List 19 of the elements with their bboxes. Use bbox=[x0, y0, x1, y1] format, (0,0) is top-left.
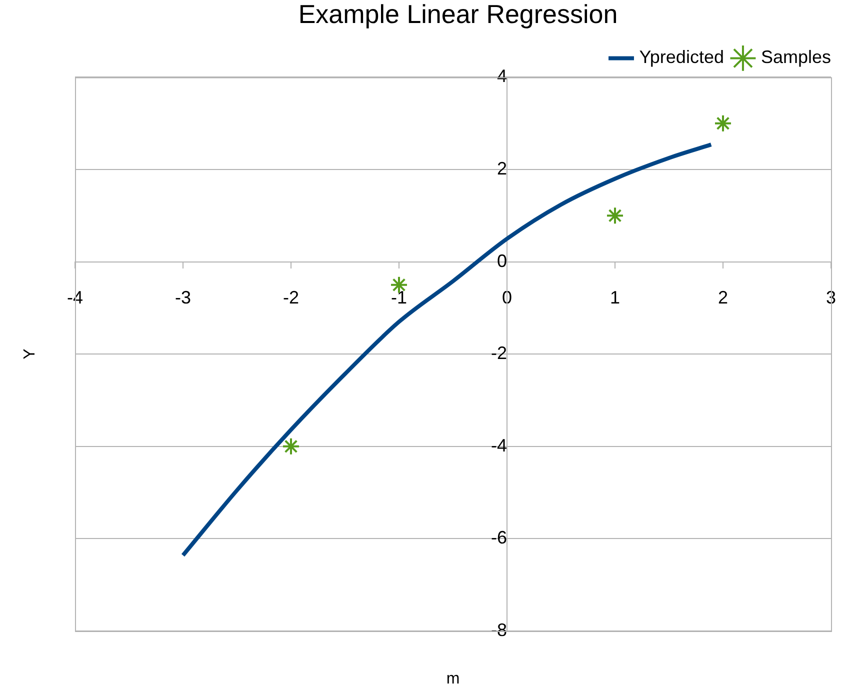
y-tick-label: -2 bbox=[490, 343, 507, 364]
y-tick-label: 0 bbox=[496, 250, 507, 271]
x-axis-title: m bbox=[446, 670, 460, 688]
chart-title: Example Linear Regression bbox=[298, 0, 618, 29]
x-tick-label: 2 bbox=[718, 288, 728, 308]
point bbox=[714, 114, 732, 132]
x-tick-label: 1 bbox=[610, 288, 620, 308]
y-tick-label: -4 bbox=[490, 435, 507, 456]
y-tick-label: 2 bbox=[496, 158, 507, 178]
y-tick-label: 4 bbox=[496, 66, 507, 86]
point bbox=[606, 206, 624, 225]
legend-label: Samples bbox=[760, 47, 831, 68]
y-axis-title: Y bbox=[21, 348, 38, 360]
x-tick-label: -3 bbox=[174, 288, 192, 308]
x-tick-label: -2 bbox=[282, 288, 300, 308]
y-tick-label: -6 bbox=[490, 528, 507, 548]
x-tick-label: -1 bbox=[390, 288, 408, 308]
point bbox=[282, 437, 300, 456]
legend-label: Ypredicted bbox=[639, 47, 724, 68]
